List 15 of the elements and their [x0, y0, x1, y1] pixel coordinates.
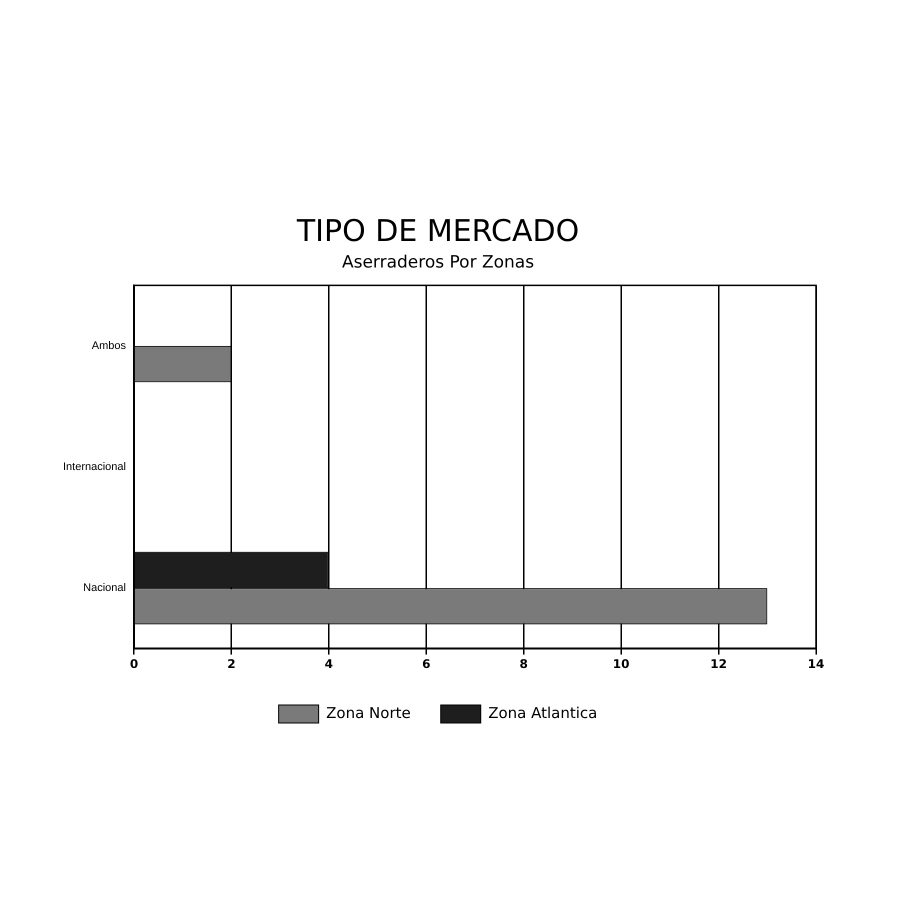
chart-subtitle: Aserraderos Por Zonas	[342, 252, 534, 273]
x-tick-label: 10	[612, 656, 630, 671]
x-tick-label: 4	[324, 656, 334, 671]
chart-title: TIPO DE MERCADO	[296, 214, 580, 249]
legend-label: Zona Atlantica	[488, 704, 598, 722]
y-tick-label: Internacional	[62, 461, 126, 474]
x-tick-label: 0	[130, 656, 138, 671]
x-tick-label: 6	[422, 656, 430, 671]
x-tick-label: 14	[808, 656, 824, 671]
y-tick-label: Nacional	[83, 582, 126, 594]
x-tick-label: 12	[710, 656, 727, 671]
y-tick-label: Ambos	[92, 340, 126, 352]
legend-label: Zona Norte	[326, 704, 411, 722]
x-tick-label: 2	[227, 656, 236, 671]
x-tick-label: 8	[520, 656, 528, 671]
